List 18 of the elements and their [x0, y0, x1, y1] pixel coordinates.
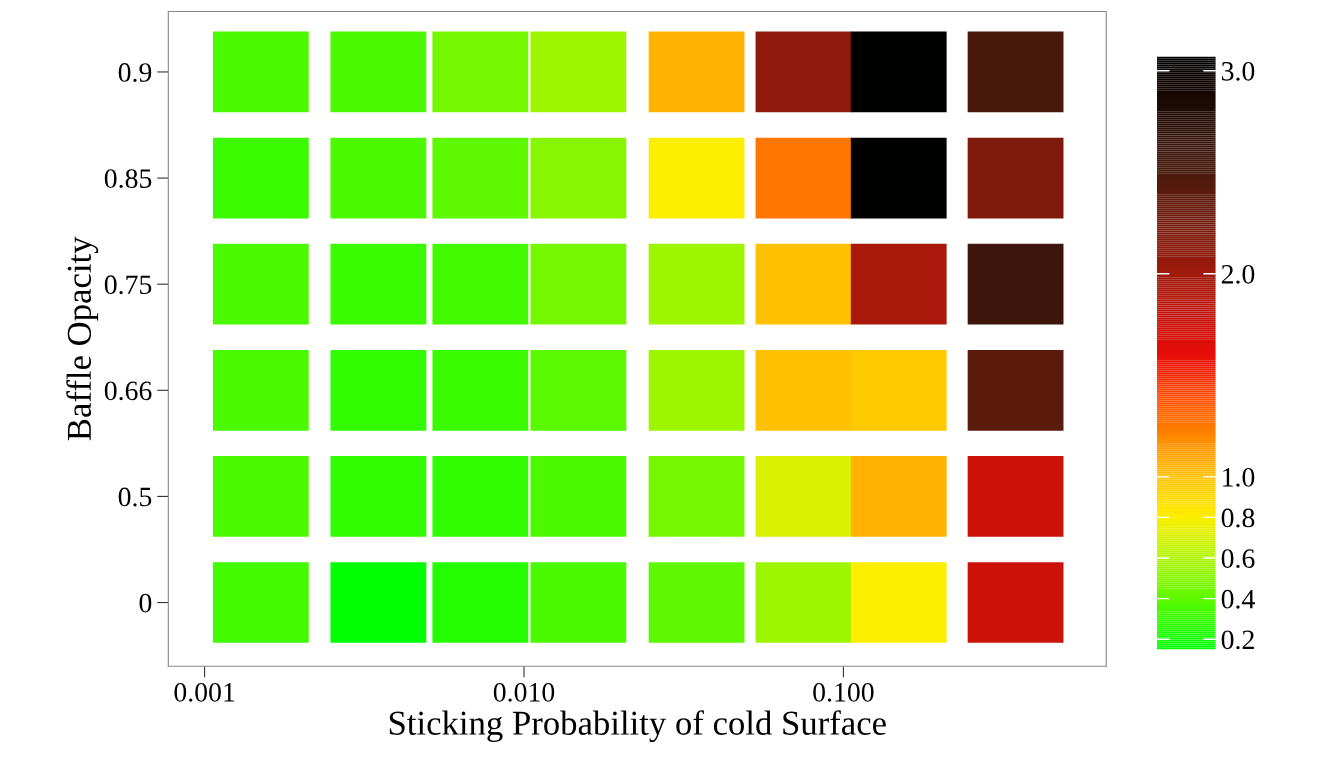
y-tick-label: 0.85 [104, 169, 152, 189]
color-bar-label: 0.8 [1221, 508, 1255, 528]
y-axis-title: Baffle Opacity [66, 236, 99, 441]
y-tick-label: 0 [139, 593, 152, 613]
x-tick-label: 0.001 [174, 682, 235, 702]
y-tick-label: 0.66 [104, 381, 152, 401]
x-tick-label: 0.100 [813, 682, 874, 702]
color-bar-label: 0.4 [1221, 589, 1255, 609]
color-bar-label: 2.0 [1221, 264, 1255, 284]
x-tick-label: 0.010 [493, 682, 555, 702]
color-bar-label: 0.2 [1221, 630, 1254, 650]
y-tick-label: 0.75 [104, 275, 152, 295]
color-bar-label: 0.6 [1221, 549, 1255, 569]
y-tick-label: 0.9 [118, 63, 152, 82]
color-bar-label: 1.0 [1223, 467, 1255, 487]
x-axis-title: Sticking Probability of cold Surface [389, 710, 886, 743]
color-bar-label: 3.0 [1221, 61, 1255, 81]
y-tick-label: 0.5 [118, 487, 152, 507]
